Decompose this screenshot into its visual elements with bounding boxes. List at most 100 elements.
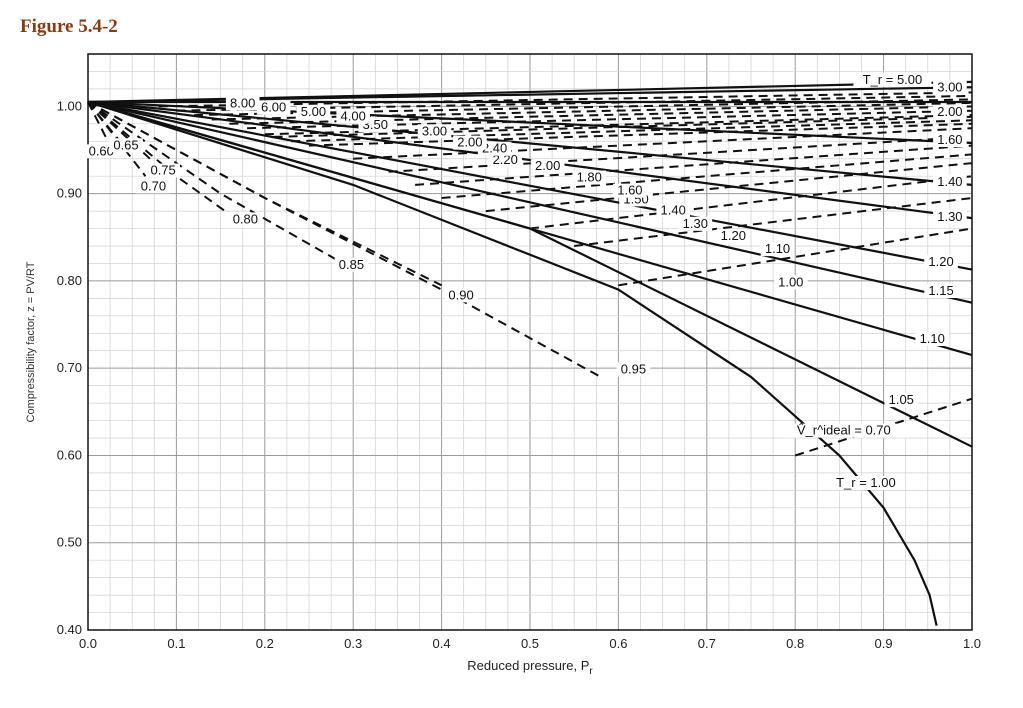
x-tick-label: 0.5 [521, 636, 539, 651]
curve-label: 1.20 [721, 228, 746, 243]
isochore-curve-11 [87, 101, 107, 138]
plot-frame [87, 53, 973, 631]
isotherm-curve-6 [87, 100, 973, 271]
curve-label: 1.10 [920, 331, 945, 346]
curve-label-group: T_r = 5.00 3.00 2.00 1.60 1.40 1.30 1.20 1.15 1.… [84, 72, 967, 490]
isochore-curve-16 [87, 101, 336, 260]
curve-label: 8.00 [230, 95, 255, 110]
curve-label: 2.00 [535, 158, 560, 173]
x-axis-label-subscript: r [589, 666, 593, 677]
x-tick-label: 0.7 [698, 636, 716, 651]
curve-label: 2.00 [937, 104, 962, 119]
curve-label-background [853, 72, 932, 87]
curve-label-background [933, 174, 967, 189]
curve-label-background [572, 170, 607, 185]
curve-label-background [778, 423, 909, 438]
curve-label-background [336, 109, 370, 124]
curve-label: 0.80 [233, 211, 258, 226]
y-tick-label: 1.00 [57, 98, 82, 113]
x-tick-labels: 0.0 0.1 0.2 0.3 0.4 0.5 0.6 0.7 0.8 0.9 1.0 [79, 636, 981, 651]
curve-label: 1.15 [928, 283, 953, 298]
figure-title: Figure 5.4-2 [20, 16, 118, 37]
x-tick-label: 0.0 [79, 636, 97, 651]
curve-label-background [616, 362, 651, 377]
x-tick-label: 0.8 [786, 636, 804, 651]
isochore-curve-23 [441, 153, 973, 199]
x-axis-label: Reduced pressure, Pr [467, 658, 593, 677]
y-axis-label: Compressibility factor, z = PV/RT [25, 261, 37, 422]
curve-group [87, 80, 973, 626]
curve-label: 2.00 [457, 135, 482, 150]
curve-label: 0.60 [89, 143, 114, 158]
isotherm-curve-7 [87, 100, 973, 304]
curve-label-background [417, 124, 452, 139]
isochore-curve-26 [353, 127, 973, 160]
curve-label-background [678, 216, 713, 231]
x-axis-label-main: Reduced pressure, P [467, 658, 589, 673]
curve-label: T_r = 5.00 [863, 72, 923, 87]
curve-label: V̂_r^ideal = 0.70 [797, 422, 891, 437]
isotherm-curve-10 [87, 100, 938, 626]
curve-label: 3.00 [422, 123, 447, 138]
x-tick-label: 0.4 [433, 636, 451, 651]
curve-label-background [826, 476, 905, 490]
y-tick-label: 0.60 [57, 447, 82, 462]
curve-label: 2.40 [482, 141, 507, 156]
y-tick-label: 0.70 [57, 360, 82, 375]
curve-label: 1.30 [937, 209, 962, 224]
curve-label-background [136, 179, 171, 194]
isochore-curve-27 [308, 122, 973, 147]
curve-label-background [334, 257, 369, 272]
curve-label-background [773, 275, 808, 290]
curve-label-background [530, 159, 565, 174]
curve-label-background [933, 133, 967, 148]
curve-label: 3.00 [937, 80, 962, 95]
curve-label: 1.10 [765, 241, 790, 256]
curve-label: 1.80 [577, 170, 602, 185]
x-tick-label: 0.1 [167, 636, 185, 651]
x-tick-label: 0.6 [609, 636, 627, 651]
y-tick-label: 0.90 [57, 186, 82, 201]
curve-label: 1.20 [928, 254, 953, 269]
curve-label: 1.00 [778, 274, 803, 289]
isochore-curve-22 [485, 162, 973, 213]
curve-label: 1.30 [683, 216, 708, 231]
curve-label: 4.00 [341, 108, 366, 123]
isotherm-curve-5 [87, 100, 973, 220]
x-tick-label: 1.0 [963, 636, 981, 651]
y-tick-label: 0.40 [57, 622, 82, 637]
curve-label-background [146, 163, 180, 178]
curve-label: 0.75 [150, 163, 175, 178]
curve-label: 0.70 [141, 178, 166, 193]
isochore-curve-15 [87, 101, 226, 212]
curve-label: 1.40 [937, 174, 962, 189]
curve-label: 1.60 [617, 183, 642, 198]
curve-label-background [656, 203, 691, 218]
curve-label-background [296, 105, 331, 120]
isochore-curve-34 [194, 98, 973, 117]
curve-label-background [884, 393, 919, 408]
curve-label: 0.90 [448, 287, 473, 302]
curve-label-background [915, 332, 950, 346]
y-tick-labels: 1.00 0.90 0.80 0.70 0.60 0.50 0.40 [57, 98, 82, 637]
isochore-curve-29 [273, 115, 973, 138]
isochore-curve-30 [264, 114, 973, 136]
curve-label-background [444, 288, 478, 303]
isochore-curve-36 [158, 91, 973, 108]
y-tick-label: 0.50 [57, 535, 82, 550]
isochore-curve-25 [388, 135, 973, 173]
isochore-curve-28 [291, 119, 973, 143]
curve-label-background [924, 284, 958, 298]
curve-label-background [109, 138, 143, 153]
y-tick-label: 0.80 [57, 273, 82, 288]
curve-label: 1.05 [889, 392, 914, 407]
curve-label-background [453, 135, 487, 150]
curve-label: 0.85 [339, 257, 364, 272]
isotherm-curve-4 [87, 100, 973, 186]
curve-label-background [924, 255, 958, 270]
curve-label-background [256, 100, 291, 115]
curve-label-background [228, 212, 263, 227]
isochore-curve-20 [574, 197, 973, 247]
x-tick-label: 0.2 [256, 636, 274, 651]
